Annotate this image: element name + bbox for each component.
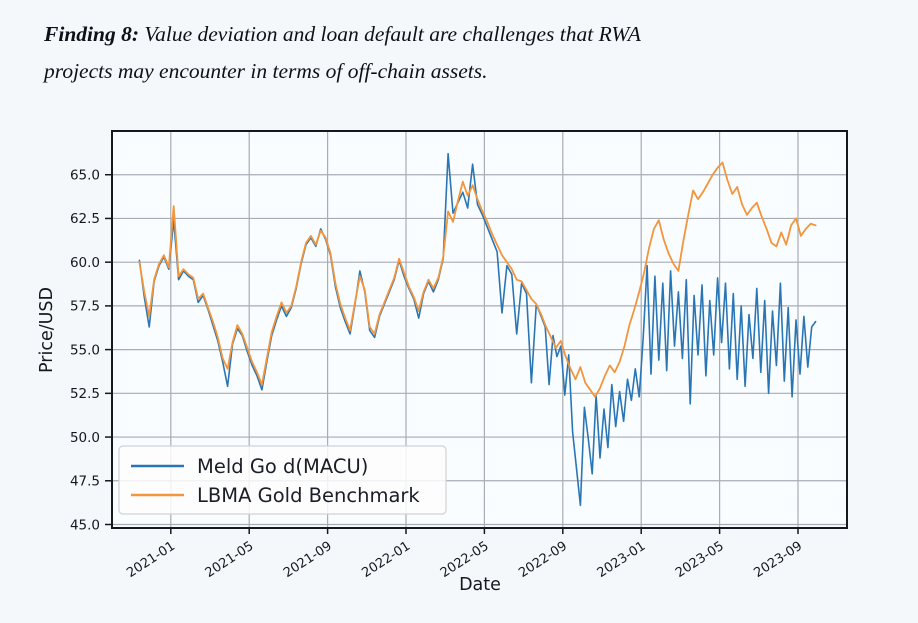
- finding-text-line1: Value deviation and loan default are cha…: [139, 22, 641, 46]
- x-tick-label: 2021-09: [281, 539, 335, 581]
- y-axis-label: Price/USD: [37, 287, 57, 373]
- x-tick-label: 2023-09: [751, 539, 805, 581]
- legend: Meld Go d(MACU) LBMA Gold Benchmark: [118, 445, 447, 515]
- x-tick-label: 2022-01: [359, 539, 413, 581]
- price-chart: 2021-01 2021-05 2021-09 2022-01 2022-05 2022-…: [37, 130, 848, 595]
- x-tick-label: 2022-09: [516, 539, 570, 581]
- y-tick-label: 52.5: [70, 386, 100, 402]
- x-tick-label: 2021-05: [203, 539, 257, 581]
- y-tick-label: 60.0: [70, 255, 100, 271]
- y-tick-label: 47.5: [70, 474, 100, 490]
- y-tick-label: 55.0: [70, 342, 100, 358]
- legend-macu-label: Meld Go d(MACU): [197, 455, 368, 478]
- finding-label: Finding 8:: [44, 22, 139, 46]
- y-tick-label: 65.0: [70, 168, 100, 184]
- lbma-series-line: [138, 161, 817, 398]
- finding-text-line2: projects may encounter in terms of off-c…: [44, 58, 488, 83]
- gridlines: [112, 131, 847, 528]
- y-tick-label: 57.5: [70, 299, 100, 315]
- legend-lbma-label: LBMA Gold Benchmark: [197, 484, 420, 507]
- y-tick-label: 62.5: [70, 211, 100, 227]
- x-tick-label: 2023-01: [595, 539, 649, 581]
- finding-heading: Finding 8: Value deviation and loan defa…: [44, 16, 906, 90]
- x-tick-label: 2021-01: [124, 539, 178, 581]
- x-tick-label: 2023-05: [673, 539, 727, 581]
- plot-frame: [111, 130, 848, 529]
- x-axis-label: Date: [459, 575, 501, 595]
- y-tick-label: 45.0: [70, 517, 100, 533]
- y-tick-label: 50.0: [70, 430, 100, 446]
- legend-box: [118, 445, 447, 515]
- y-tick-labels: 65.0 62.5 60.0 57.5 55.0 52.5 50.0 47.5 45.0: [70, 168, 100, 534]
